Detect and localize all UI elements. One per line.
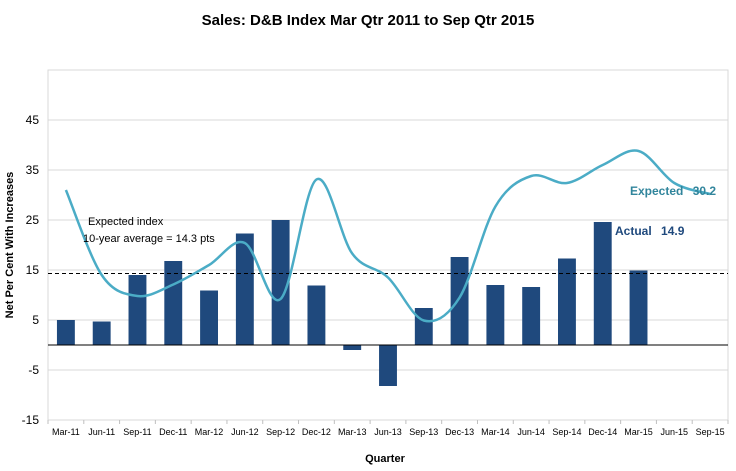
bar bbox=[56, 320, 75, 345]
bar bbox=[414, 308, 433, 345]
bar bbox=[593, 222, 612, 345]
x-tick-label: Jun-13 bbox=[374, 427, 402, 437]
actual-label-text: Actual bbox=[615, 224, 652, 238]
x-tick-label: Sep-15 bbox=[696, 427, 725, 437]
x-axis-title: Quarter bbox=[365, 453, 405, 465]
bar-series bbox=[56, 220, 648, 386]
x-tick-label: Mar-15 bbox=[624, 427, 653, 437]
expected-index-annotation-line1: Expected index bbox=[88, 216, 164, 228]
x-tick-label: Jun-11 bbox=[88, 427, 115, 437]
y-axis-title: Net Per Cent With Increases bbox=[4, 172, 16, 319]
bar bbox=[128, 275, 147, 345]
bar bbox=[271, 220, 290, 345]
y-tick-label: 45 bbox=[26, 113, 40, 127]
x-tick-label: Dec-13 bbox=[445, 427, 474, 437]
x-tick-label: Dec-12 bbox=[302, 427, 331, 437]
x-tick-label: Mar-14 bbox=[481, 427, 510, 437]
chart-title: Sales: D&B Index Mar Qtr 2011 to Sep Qtr… bbox=[202, 12, 535, 29]
gridlines bbox=[48, 119, 728, 421]
x-tick-label: Jun-14 bbox=[517, 427, 545, 437]
x-tick-label: Jun-15 bbox=[661, 427, 689, 437]
bar bbox=[307, 285, 326, 345]
y-tick-label: 35 bbox=[26, 163, 40, 177]
bar bbox=[450, 257, 469, 345]
x-tick-label: Dec-14 bbox=[588, 427, 617, 437]
expected-label-text: Expected bbox=[630, 184, 683, 198]
bar bbox=[343, 345, 362, 350]
bar bbox=[558, 258, 576, 345]
x-tick-label: Mar-13 bbox=[338, 427, 367, 437]
y-axis-ticks: -15 -5 5 15 25 35 45 bbox=[22, 113, 40, 427]
actual-series-label: Actual 14.9 bbox=[615, 224, 685, 238]
bar bbox=[200, 290, 218, 345]
bar bbox=[629, 270, 648, 345]
x-tick-label: Mar-11 bbox=[52, 427, 80, 437]
expected-series-label: Expected 30.2 bbox=[630, 184, 716, 198]
y-tick-label: 5 bbox=[32, 313, 39, 327]
x-tick-label: Sep-13 bbox=[409, 427, 438, 437]
bar bbox=[379, 345, 397, 386]
x-tick-label: Jun-12 bbox=[231, 427, 259, 437]
x-tick-label: Dec-11 bbox=[159, 427, 187, 437]
x-tick-label: Sep-14 bbox=[552, 427, 581, 437]
actual-value-text: 14.9 bbox=[661, 224, 685, 238]
expected-index-annotation-line2: 10-year average = 14.3 pts bbox=[83, 233, 215, 245]
y-tick-label: 25 bbox=[26, 213, 40, 227]
expected-series-line bbox=[64, 149, 711, 323]
y-tick-label: 15 bbox=[26, 263, 40, 277]
expected-value-text: 30.2 bbox=[693, 184, 717, 198]
bar bbox=[235, 233, 254, 345]
x-tick-label: Sep-11 bbox=[123, 427, 151, 437]
x-axis-ticks: Mar-11 Jun-11 Sep-11 Dec-11 Mar-12 Jun-12 Sep-… bbox=[47, 420, 729, 437]
y-tick-label: -15 bbox=[22, 413, 40, 427]
bar bbox=[92, 321, 111, 345]
x-tick-label: Mar-12 bbox=[195, 427, 224, 437]
bar bbox=[522, 287, 541, 345]
x-tick-label: Sep-12 bbox=[266, 427, 295, 437]
y-tick-label: -5 bbox=[28, 363, 39, 377]
bar bbox=[486, 285, 505, 345]
